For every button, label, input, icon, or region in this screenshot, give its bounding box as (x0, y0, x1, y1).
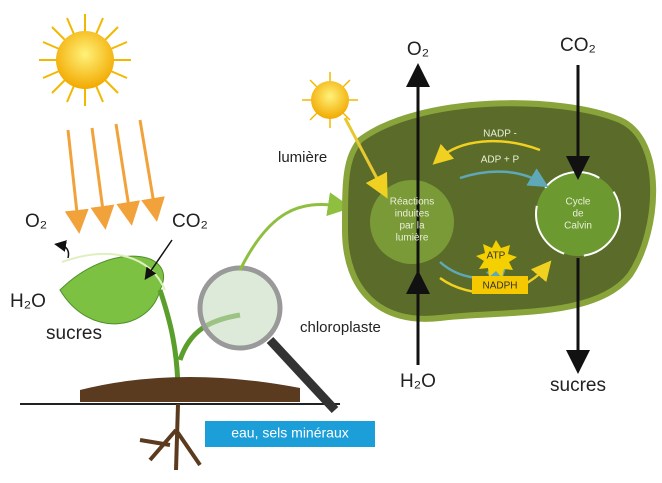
label: chloroplaste (300, 319, 381, 336)
label: NADPH (482, 281, 517, 292)
label-line: Calvin (564, 221, 592, 232)
label: CO₂ (560, 35, 596, 56)
roots (140, 404, 200, 470)
arrow-o2 (60, 245, 69, 258)
label: O₂ (407, 39, 429, 60)
diagram: O₂ CO₂ H₂O sucres eau, sels minéraux O₂ … (0, 0, 662, 483)
label: lumière (278, 149, 327, 166)
label-line: Réactions (390, 197, 434, 208)
label: sucres (550, 375, 606, 396)
label-line: lumière (396, 233, 429, 244)
label-line: induites (395, 209, 429, 220)
label-line: de (572, 209, 584, 220)
soil (80, 377, 300, 402)
label-line: par la (399, 221, 424, 232)
label: O₂ (25, 211, 47, 232)
label: NADP - (483, 129, 517, 140)
label: eau, sels minéraux (231, 425, 349, 441)
label: ADP + P (481, 155, 520, 166)
sun (39, 14, 131, 106)
label: ATP (487, 251, 506, 262)
label-line: Cycle (565, 197, 590, 208)
label: H₂O (400, 371, 436, 392)
light-rays (68, 120, 155, 222)
label: sucres (46, 323, 102, 344)
label: CO₂ (172, 211, 208, 232)
sun (302, 72, 358, 128)
magnifier (200, 268, 280, 348)
zoom-arrow (240, 204, 340, 270)
label: H₂O (10, 291, 46, 312)
